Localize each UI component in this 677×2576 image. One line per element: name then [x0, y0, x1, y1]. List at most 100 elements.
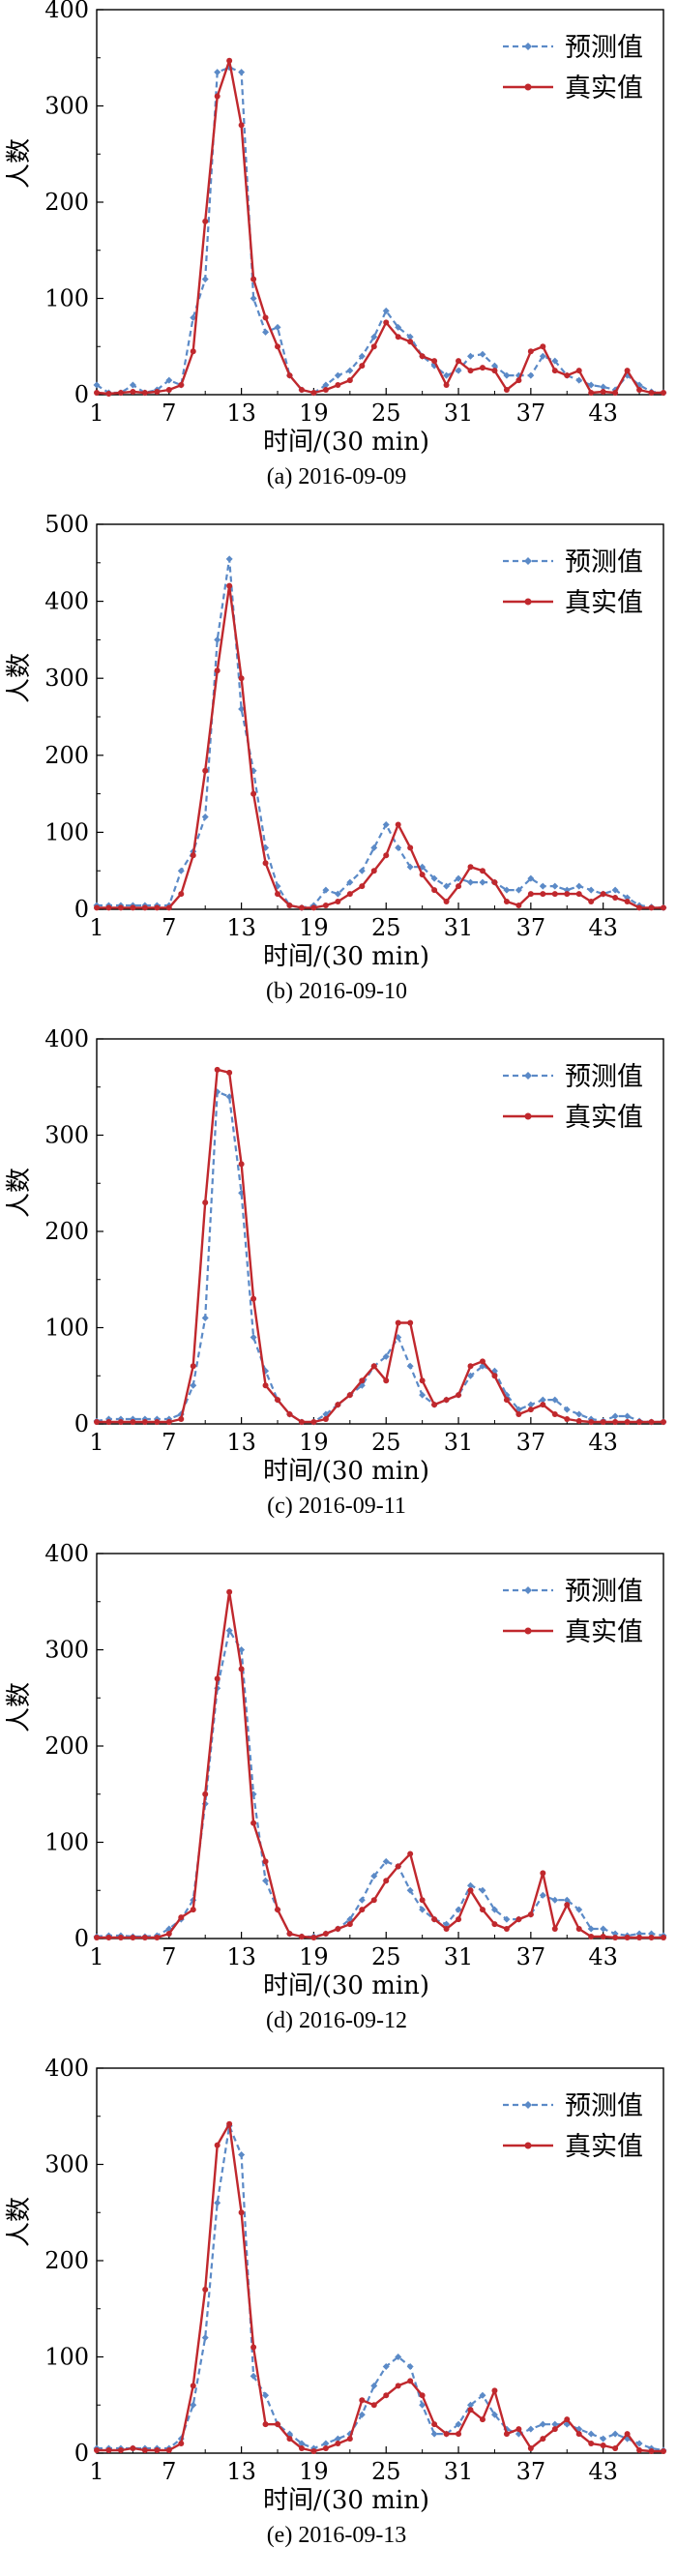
x-tick-label: 31	[444, 1943, 474, 1970]
x-tick-label: 43	[588, 1943, 618, 1970]
series-point-1	[370, 333, 378, 341]
series-point-2	[395, 1863, 401, 1870]
series-point-2	[154, 2447, 161, 2454]
series-point-2	[443, 1397, 450, 1404]
series-point-2	[479, 1907, 486, 1913]
series-point-1	[177, 867, 185, 874]
series-point-2	[456, 883, 462, 890]
series-point-2	[310, 390, 317, 397]
series-point-1	[250, 1333, 257, 1341]
legend-label-2: 真实值	[565, 1103, 643, 1133]
series-point-2	[467, 368, 474, 374]
y-axis-label: 人数	[5, 2197, 34, 2247]
x-tick-label: 37	[516, 2458, 546, 2485]
series-point-1	[201, 1315, 209, 1322]
series-point-1	[190, 1381, 197, 1389]
x-tick-label: 19	[299, 1429, 329, 1456]
legend-label-1: 预测值	[565, 1577, 643, 1607]
series-point-2	[648, 1419, 655, 1426]
series-point-2	[503, 387, 510, 394]
chart-panel-5: 0 100 200 300 400 1 7 13 19 25 31 37 43 时间/(30 min) 人数…	[5, 2055, 667, 2548]
series-point-2	[491, 2387, 498, 2394]
series-point-2	[467, 1887, 474, 1894]
series-point-2	[250, 1820, 257, 1826]
series-point-2	[202, 1791, 209, 1797]
series-point-2	[467, 1363, 474, 1370]
y-tick-label: 400	[44, 2055, 89, 2082]
series-point-1	[225, 1627, 233, 1635]
series-point-2	[383, 1878, 390, 1884]
series-point-2	[395, 1319, 401, 1326]
chart-panel-4: 0 100 200 300 400 1 7 13 19 25 31 37 43 时间/(30 min) 人数…	[5, 1540, 667, 2033]
series-point-2	[661, 1935, 666, 1941]
series-point-2	[370, 1897, 377, 1904]
series-point-2	[443, 2431, 450, 2438]
x-tick-label: 25	[371, 1429, 401, 1456]
series-point-1	[587, 2430, 595, 2438]
series-point-2	[370, 1363, 377, 1370]
series-point-2	[407, 1319, 414, 1326]
series-point-2	[262, 1382, 269, 1389]
series-point-1	[214, 2199, 221, 2206]
series-point-1	[575, 882, 583, 890]
series-point-2	[275, 1397, 281, 1404]
series-point-2	[383, 1377, 390, 1384]
series-point-2	[419, 872, 426, 878]
series-point-2	[431, 1402, 438, 1408]
series-point-2	[275, 1907, 281, 1913]
series-point-1	[322, 2440, 330, 2447]
series-point-2	[154, 1419, 161, 1426]
series-point-1	[587, 886, 595, 894]
plot-frame	[96, 1553, 664, 1939]
series-point-2	[286, 372, 293, 379]
series-point-2	[335, 899, 341, 905]
series-point-2	[346, 891, 353, 898]
series-point-2	[395, 334, 401, 341]
series-point-1	[419, 1906, 427, 1913]
series-point-2	[527, 1406, 534, 1413]
series-point-2	[298, 904, 305, 911]
series-point-2	[94, 2447, 100, 2454]
series-point-2	[431, 358, 438, 365]
series-point-1	[419, 1391, 427, 1399]
series-point-2	[298, 2445, 305, 2452]
series-point-2	[310, 1419, 317, 1426]
series-point-1	[190, 313, 197, 321]
series-point-1	[382, 1857, 390, 1865]
series-point-2	[262, 1858, 269, 1865]
y-tick-label: 200	[44, 742, 89, 769]
series-point-1	[539, 352, 546, 360]
series-point-1	[129, 381, 136, 389]
series-point-1	[406, 2362, 414, 2370]
series-point-2	[190, 1907, 196, 1913]
series-point-1	[551, 357, 559, 365]
series-point-1	[262, 328, 270, 336]
series-point-1	[611, 886, 619, 894]
series-point-2	[359, 1907, 366, 1913]
chart-caption: (e) 2016-09-13	[267, 2523, 407, 2548]
series-point-1	[455, 2420, 462, 2428]
series-point-2	[165, 2447, 172, 2454]
series-point-1	[600, 383, 607, 391]
legend-marker-2	[524, 1112, 532, 1120]
series-point-2	[515, 1916, 522, 1923]
series-point-1	[503, 1915, 511, 1923]
legend-label-2: 真实值	[565, 2132, 643, 2162]
series-point-2	[117, 904, 124, 911]
series-line-1	[96, 1629, 664, 1939]
series-point-1	[225, 1093, 233, 1101]
series-point-2	[105, 2447, 112, 2454]
series-point-2	[600, 2443, 606, 2449]
series-point-2	[636, 1935, 643, 1941]
series-point-2	[648, 904, 655, 911]
x-tick-label: 19	[299, 1943, 329, 1970]
series-point-2	[503, 899, 510, 905]
series-point-2	[238, 1666, 245, 1673]
series-point-1	[165, 376, 173, 384]
series-point-1	[443, 371, 451, 379]
series-point-1	[250, 295, 257, 302]
series-point-2	[141, 390, 148, 397]
series-point-1	[551, 882, 559, 890]
series-point-1	[551, 1896, 559, 1904]
series-point-1	[382, 1352, 390, 1360]
